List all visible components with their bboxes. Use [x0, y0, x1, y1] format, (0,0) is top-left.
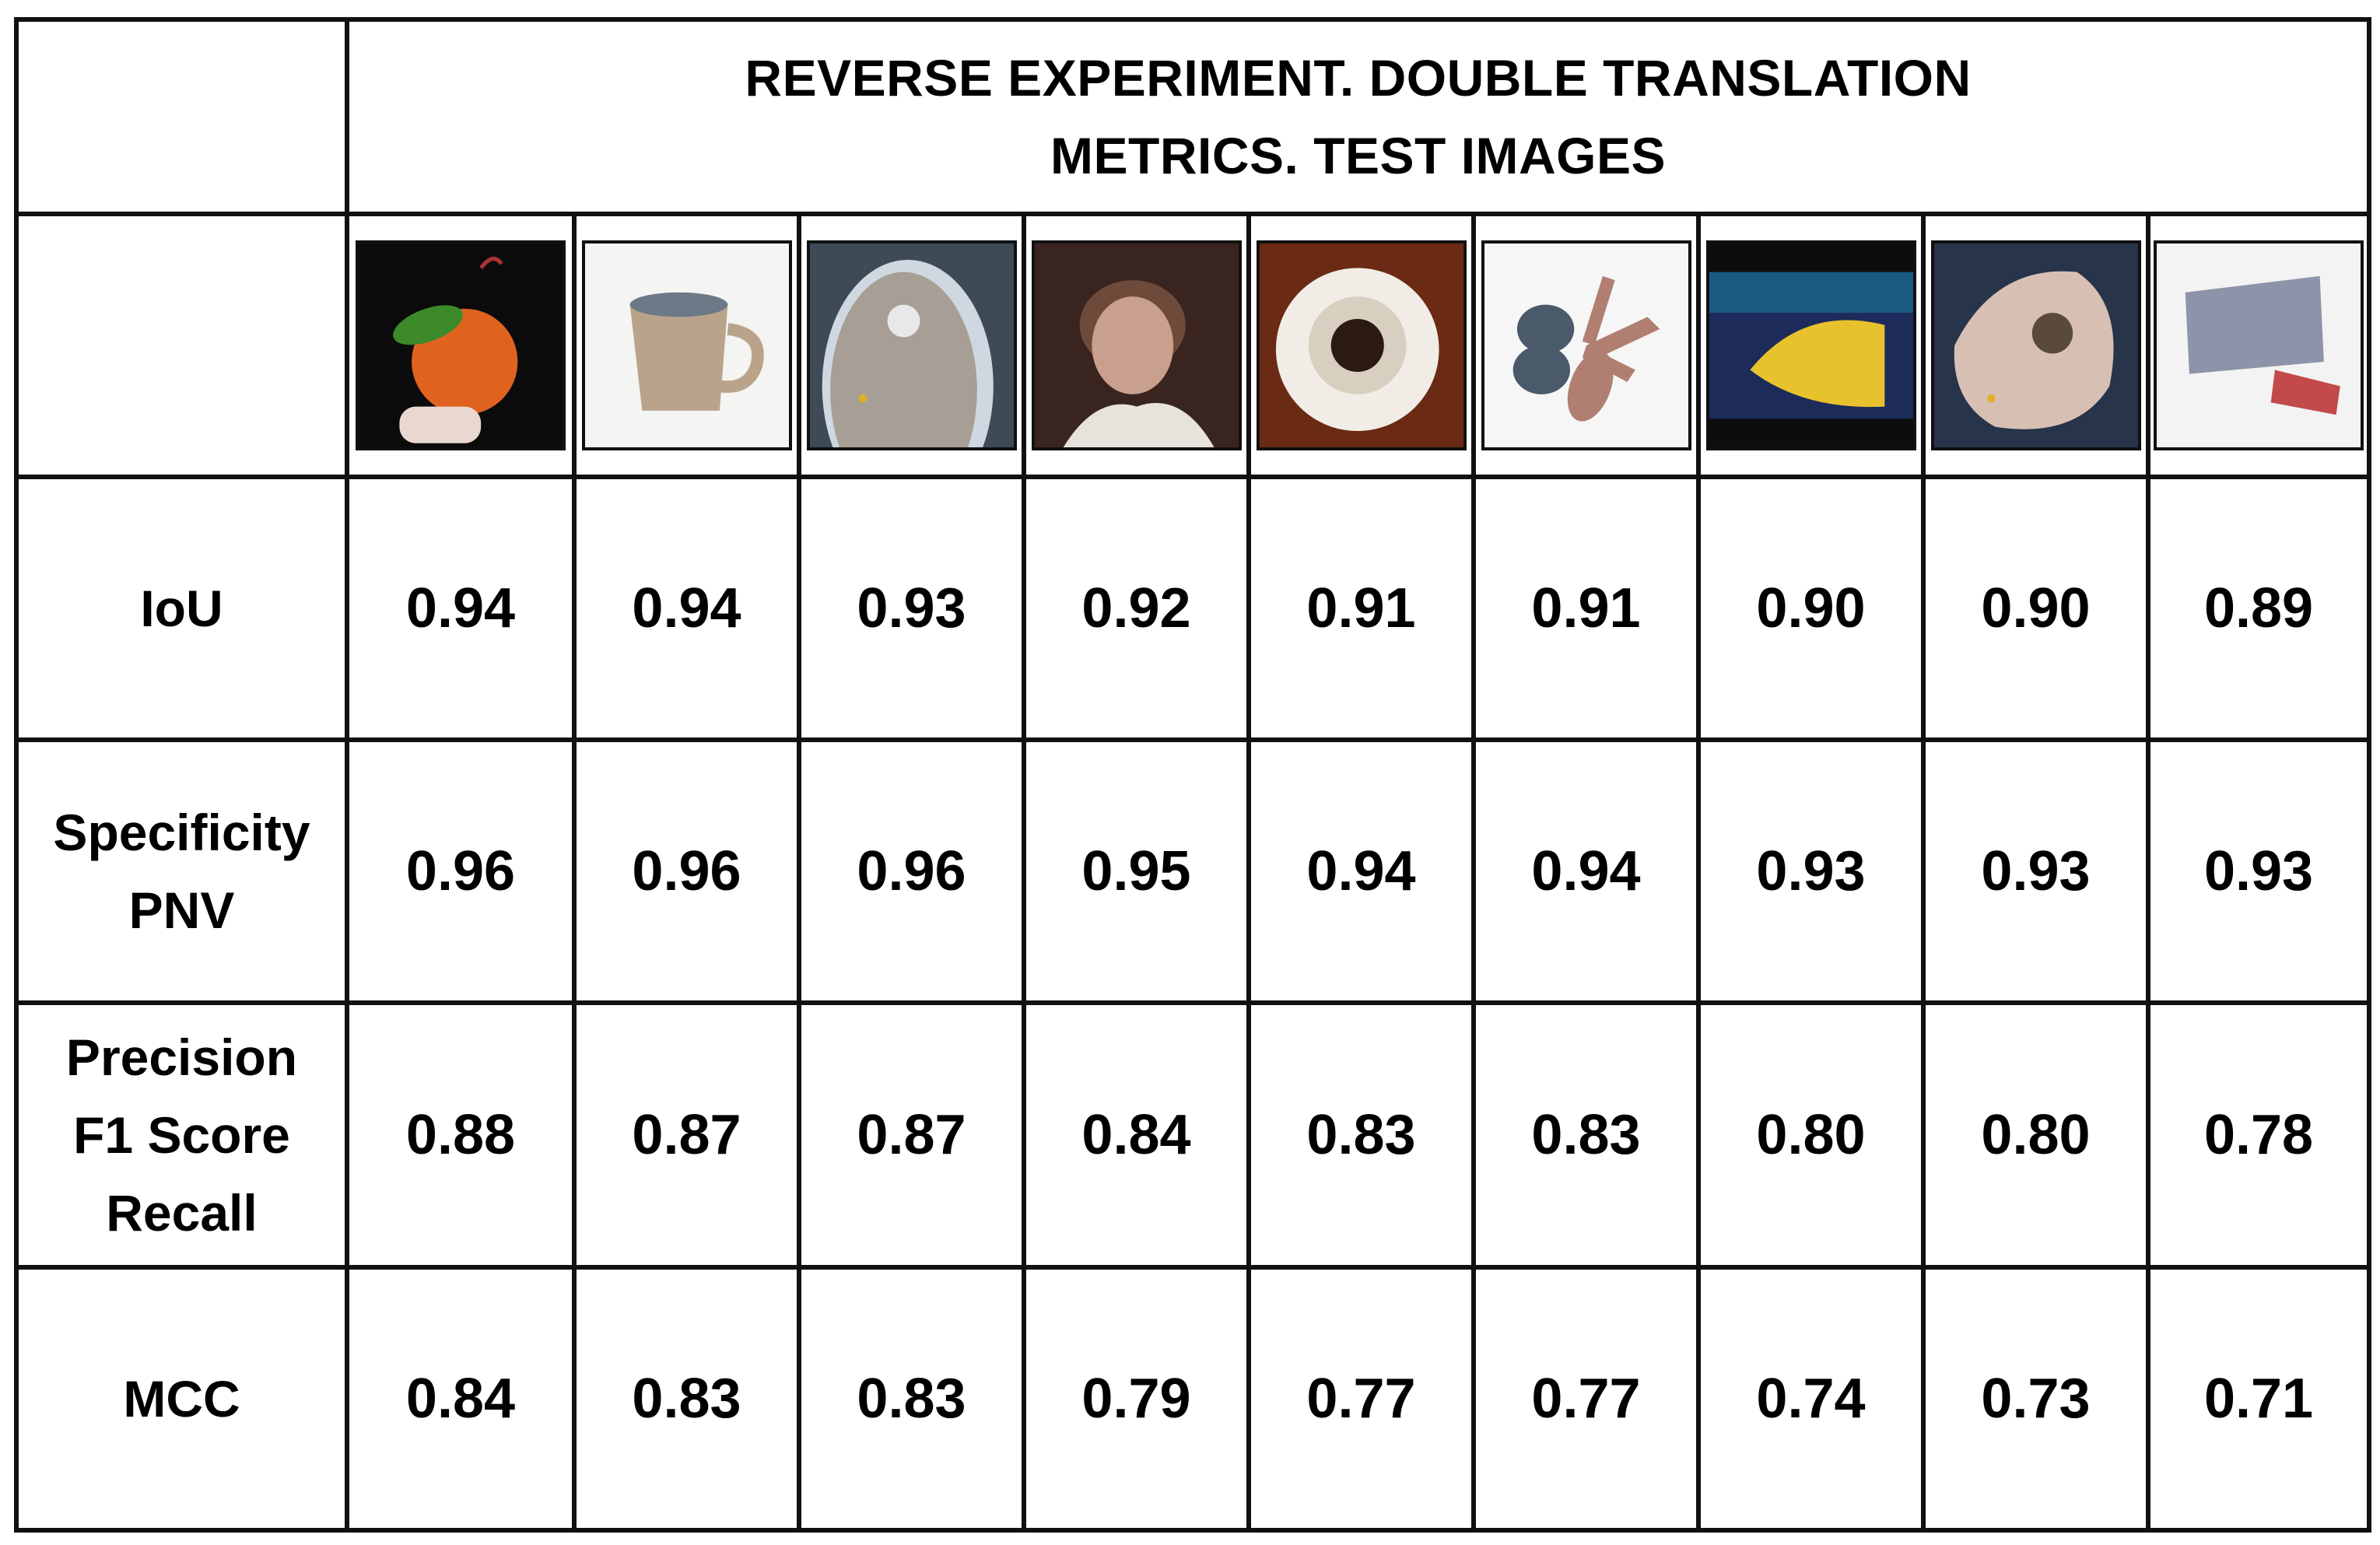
plate-thumbnail	[806, 240, 1017, 450]
metric-value: 0.94	[1246, 737, 1476, 1005]
metric-value: 0.83	[1246, 1000, 1476, 1270]
metric-value: 0.74	[1696, 1265, 1926, 1533]
fish-thumbnail-graphic	[1709, 243, 1913, 447]
image-cell	[1921, 212, 2150, 479]
box-thumbnail	[2154, 240, 2364, 450]
metric-value: 0.95	[1022, 737, 1251, 1005]
flower-shapes-thumbnail-graphic	[1484, 243, 1688, 447]
mug-thumbnail	[581, 240, 792, 450]
metric-value: 0.89	[2145, 475, 2372, 742]
metric-value: 0.90	[1921, 475, 2150, 742]
metric-value: 0.96	[572, 737, 801, 1005]
metric-value: 0.88	[345, 1000, 577, 1270]
hand-thumbnail	[1930, 240, 2141, 450]
metric-value: 0.71	[2145, 1265, 2372, 1533]
metric-value: 0.94	[345, 475, 577, 742]
metric-value: 0.91	[1246, 475, 1476, 742]
metric-value: 0.96	[797, 737, 1026, 1005]
metric-value: 0.78	[2145, 1000, 2372, 1270]
metric-row-iou: IoU 0.94 0.94 0.93 0.92 0.91 0.91 0.90 0…	[14, 475, 2372, 742]
metric-label-line: Specificity	[53, 804, 310, 861]
apple-thumbnail	[356, 240, 566, 450]
table-title: REVERSE EXPERIMENT. DOUBLE TRANSLATION M…	[344, 17, 2372, 216]
metric-row-precision: Precision F1 Score Recall 0.88 0.87 0.87…	[14, 1000, 2372, 1270]
coffee-cup-thumbnail	[1256, 240, 1467, 450]
metric-label-line: MCC	[123, 1370, 240, 1428]
mug-thumbnail-graphic	[584, 243, 789, 447]
metric-value: 0.94	[1471, 737, 1701, 1005]
metric-value: 0.77	[1471, 1265, 1701, 1533]
title-row: REVERSE EXPERIMENT. DOUBLE TRANSLATION M…	[14, 17, 2372, 216]
metric-value: 0.94	[572, 475, 801, 742]
child-portrait-thumbnail-graphic	[1034, 243, 1239, 447]
plate-thumbnail-graphic	[809, 243, 1014, 447]
metric-label: Specificity PNV	[14, 737, 349, 1005]
flower-shapes-thumbnail	[1481, 240, 1691, 450]
box-thumbnail-graphic	[2157, 243, 2361, 447]
metric-label: MCC	[14, 1265, 349, 1533]
metric-value: 0.93	[1696, 737, 1926, 1005]
fish-thumbnail	[1705, 240, 1916, 450]
metric-value: 0.73	[1921, 1265, 2150, 1533]
metric-value: 0.93	[797, 475, 1026, 742]
metric-label: IoU	[14, 475, 349, 742]
metric-value: 0.92	[1022, 475, 1251, 742]
image-row	[14, 212, 2372, 479]
metric-value: 0.80	[1921, 1000, 2150, 1270]
table-title-line-2: METRICS. TEST IMAGES	[1050, 127, 1667, 184]
image-cell	[1471, 212, 1701, 479]
metric-value: 0.77	[1246, 1265, 1476, 1533]
image-cell	[1246, 212, 1476, 479]
metric-value: 0.87	[797, 1000, 1026, 1270]
metrics-table-container: REVERSE EXPERIMENT. DOUBLE TRANSLATION M…	[14, 17, 2372, 1533]
metric-value: 0.84	[1022, 1000, 1251, 1270]
metric-value: 0.96	[345, 737, 577, 1005]
metric-value: 0.79	[1022, 1265, 1251, 1533]
image-cell	[1696, 212, 1926, 479]
metric-value: 0.83	[797, 1265, 1026, 1533]
apple-thumbnail-graphic	[359, 243, 563, 447]
metric-label: Precision F1 Score Recall	[14, 1000, 349, 1270]
image-cell	[1022, 212, 1251, 479]
hand-thumbnail-graphic	[1933, 243, 2138, 447]
metric-value: 0.87	[572, 1000, 801, 1270]
metric-value: 0.93	[1921, 737, 2150, 1005]
metric-value: 0.83	[572, 1265, 801, 1533]
image-cell	[2145, 212, 2372, 479]
metric-row-specificity: Specificity PNV 0.96 0.96 0.96 0.95 0.94…	[14, 737, 2372, 1005]
image-cell	[345, 212, 577, 479]
metric-value: 0.84	[345, 1265, 577, 1533]
image-cell	[572, 212, 801, 479]
metric-label-line: Recall	[106, 1184, 258, 1242]
image-row-label-cell	[14, 212, 349, 479]
metric-value: 0.91	[1471, 475, 1701, 742]
metric-value: 0.80	[1696, 1000, 1926, 1270]
metric-label-line: IoU	[140, 580, 223, 637]
corner-cell	[14, 17, 349, 216]
table-title-line-1: REVERSE EXPERIMENT. DOUBLE TRANSLATION	[745, 49, 1972, 107]
metric-label-line: F1 Score	[73, 1106, 290, 1164]
metrics-table: REVERSE EXPERIMENT. DOUBLE TRANSLATION M…	[14, 17, 2372, 1533]
metric-row-mcc: MCC 0.84 0.83 0.83 0.79 0.77 0.77 0.74 0…	[14, 1265, 2372, 1533]
image-cell	[797, 212, 1026, 479]
metric-value: 0.90	[1696, 475, 1926, 742]
metric-label-line: Precision	[65, 1028, 298, 1086]
child-portrait-thumbnail	[1031, 240, 1242, 450]
metric-label-line: PNV	[128, 881, 235, 939]
metric-value: 0.83	[1471, 1000, 1701, 1270]
coffee-cup-thumbnail-graphic	[1259, 243, 1463, 447]
metric-value: 0.93	[2145, 737, 2372, 1005]
